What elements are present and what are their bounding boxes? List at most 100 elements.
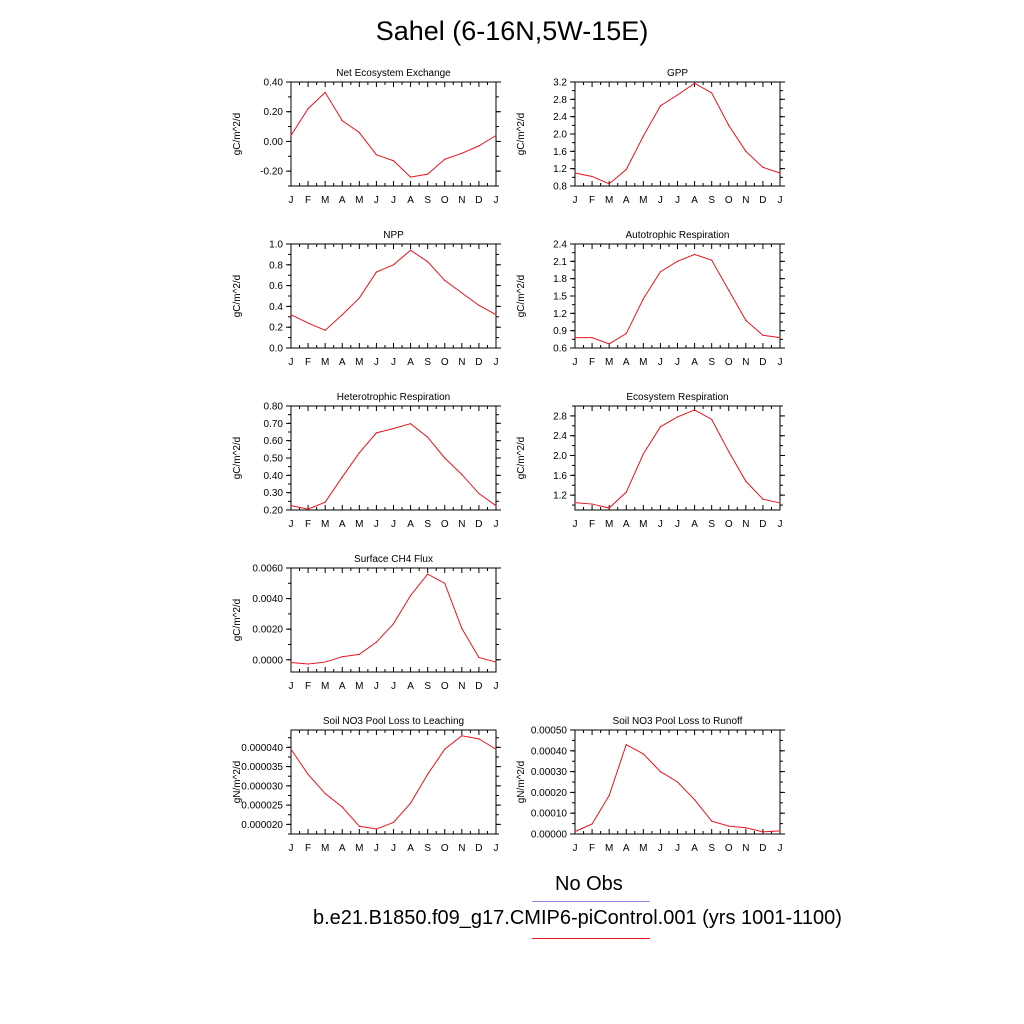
x-tick-label: D <box>475 195 482 206</box>
data-point <box>290 505 292 507</box>
y-tick-label: 2.8 <box>553 411 567 422</box>
series-line <box>574 743 781 833</box>
panel-title: NPP <box>383 230 404 241</box>
data-point <box>659 771 662 773</box>
data-point <box>495 505 497 507</box>
data-point <box>728 450 730 453</box>
data-point <box>659 105 662 107</box>
y-tick-label: 1.8 <box>553 274 567 285</box>
x-tick-label: J <box>494 195 499 206</box>
data-point <box>591 503 593 505</box>
data-point <box>779 337 781 339</box>
x-tick-label: M <box>355 357 363 368</box>
data-point <box>444 582 446 584</box>
x-tick-label: D <box>759 519 766 530</box>
data-point <box>409 594 412 597</box>
data-point <box>625 168 627 171</box>
y-tick-label: 0.20 <box>264 107 284 118</box>
x-tick-label: A <box>339 357 346 368</box>
x-tick-label: A <box>339 843 346 854</box>
data-point <box>642 135 644 137</box>
y-tick-label: 1.2 <box>553 309 567 320</box>
y-tick-label: 0.40 <box>264 471 284 482</box>
y-tick-label: 2.8 <box>553 95 567 106</box>
data-point <box>625 743 627 746</box>
data-point <box>574 501 576 504</box>
data-point <box>409 249 412 251</box>
x-tick-label: O <box>441 843 449 854</box>
x-tick-label: O <box>725 357 733 368</box>
series-line <box>574 409 781 509</box>
legend-item-model-case: b.e21.B1850.f09_g17.CMIP6-piControl.001 … <box>313 907 842 929</box>
data-point <box>779 172 781 174</box>
x-tick-label: J <box>374 195 379 206</box>
x-tick-label: J <box>658 843 663 854</box>
x-tick-label: A <box>339 519 346 530</box>
data-point <box>591 175 593 178</box>
y-tick-label: 1.6 <box>553 471 567 482</box>
panel-title: Autotrophic Respiration <box>626 230 730 241</box>
y-tick-label: 2.0 <box>553 451 567 462</box>
x-tick-label: J <box>374 681 379 692</box>
y-tick-label: 0.00050 <box>531 726 568 737</box>
x-tick-label: J <box>391 519 396 530</box>
x-tick-label: J <box>289 519 294 530</box>
data-point <box>728 825 730 827</box>
y-axis-label: gC/m^2/d <box>516 437 527 480</box>
y-tick-label: 0.00010 <box>531 809 568 820</box>
x-tick-label: A <box>339 195 346 206</box>
x-tick-label: J <box>573 357 578 368</box>
x-tick-label: O <box>725 843 733 854</box>
x-tick-label: O <box>441 681 449 692</box>
x-tick-label: A <box>407 195 414 206</box>
data-point <box>341 656 343 658</box>
data-point <box>341 476 343 478</box>
y-tick-label: 0.9 <box>553 326 567 337</box>
x-tick-label: N <box>458 195 465 206</box>
data-point <box>375 432 378 434</box>
series-line <box>290 249 497 331</box>
y-tick-label: 0.6 <box>553 344 567 355</box>
y-tick-label: 2.1 <box>553 257 567 268</box>
panel-title: GPP <box>667 68 688 79</box>
x-tick-label: J <box>573 843 578 854</box>
x-tick-label: J <box>658 195 663 206</box>
x-tick-label: A <box>407 843 414 854</box>
data-point <box>358 131 360 134</box>
data-point <box>608 183 610 185</box>
x-tick-label: J <box>778 195 783 206</box>
y-tick-label: 3.2 <box>553 78 567 89</box>
y-axis-label: gC/m^2/d <box>232 275 243 318</box>
data-point <box>427 173 429 175</box>
data-point <box>427 573 429 575</box>
data-point <box>745 480 747 482</box>
data-point <box>642 298 644 300</box>
data-point <box>307 108 309 110</box>
x-tick-label: J <box>391 843 396 854</box>
data-point <box>676 416 679 418</box>
x-tick-label: J <box>391 357 396 368</box>
y-tick-label: 0.40 <box>264 78 284 89</box>
data-point <box>478 304 480 306</box>
x-tick-label: D <box>475 681 482 692</box>
x-tick-label: M <box>639 843 647 854</box>
x-tick-label: D <box>759 357 766 368</box>
x-tick-label: O <box>441 357 449 368</box>
x-tick-label: J <box>675 195 680 206</box>
data-point <box>608 343 610 345</box>
y-axis-label: gC/m^2/d <box>232 599 243 642</box>
plot-frame <box>290 243 497 349</box>
y-tick-label: 0.0000 <box>252 655 283 666</box>
y-tick-label: 0.60 <box>264 436 284 447</box>
y-tick-label: 0.00 <box>264 137 284 148</box>
x-tick-label: J <box>778 843 783 854</box>
x-tick-label: M <box>605 357 613 368</box>
x-tick-label: M <box>605 195 613 206</box>
data-point <box>392 427 395 430</box>
